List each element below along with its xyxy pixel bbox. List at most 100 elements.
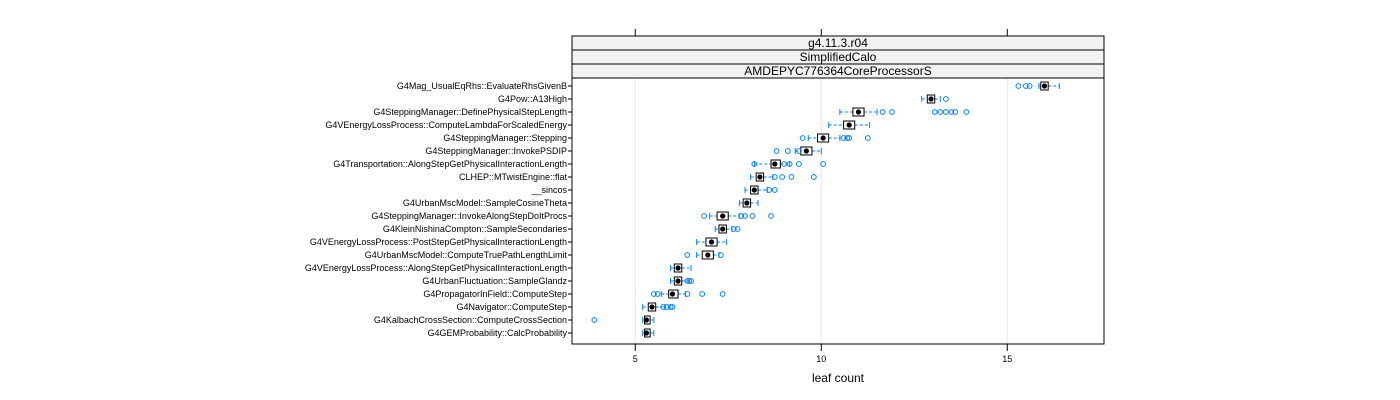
outlier-point [952, 109, 959, 115]
outlier-point [864, 135, 871, 141]
outlier-point [844, 135, 851, 141]
box-group [696, 237, 727, 247]
box-group [750, 172, 817, 182]
x-tick-label: 10 [816, 354, 826, 364]
category-label: G4SteppingManager::InvokePSDIP [425, 146, 567, 156]
outlier-point [701, 213, 707, 219]
outlier-point [1022, 83, 1029, 89]
outlier-point [810, 174, 817, 180]
outlier-point [1015, 83, 1022, 89]
category-label: CLHEP::MTwistEngine::flat [459, 172, 568, 182]
box-group [642, 302, 676, 312]
box-group [650, 289, 726, 299]
outlier-point [773, 148, 780, 154]
outlier-point [784, 148, 791, 154]
outlier-point [660, 304, 667, 310]
outlier-point [937, 109, 944, 115]
box-group [714, 224, 741, 234]
category-label: G4Mag_UsualEqRhs::EvaluateRhsGivenB [397, 81, 567, 91]
box-group [828, 120, 871, 130]
strip-background [571, 63, 1105, 79]
grid-lines [634, 78, 1008, 344]
category-label: G4GEMProbability::CalcProbability [427, 328, 567, 338]
box-group [642, 328, 655, 338]
outlier-point [667, 304, 674, 310]
box-group [839, 107, 970, 117]
box-group [773, 146, 822, 156]
outlier-point [734, 226, 741, 232]
outlier-point [730, 226, 737, 232]
outlier-point [942, 109, 949, 115]
category-label: G4KalbachCrossSection::ComputeCrossSecti… [374, 315, 567, 325]
outlier-point [796, 148, 802, 154]
median-dot [705, 252, 711, 258]
category-label: G4Navigator::ComputeStep [456, 302, 567, 312]
category-label: G4Transportation::AlongStepGetPhysicalIn… [333, 159, 567, 169]
median-dot [649, 304, 655, 310]
outlier-point [796, 161, 802, 167]
median-dot [803, 148, 809, 154]
outlier-point [688, 278, 694, 284]
outlier-point [942, 96, 949, 102]
box-group [799, 133, 871, 143]
outlier-point [846, 135, 853, 141]
y-axis-labels: G4Mag_UsualEqRhs::EvaluateRhsGivenBG4Pow… [305, 81, 572, 338]
outlier-point [779, 174, 786, 180]
median-dot [846, 122, 852, 128]
outlier-point [742, 213, 748, 219]
outlier-point [663, 304, 670, 310]
x-tick-label: 5 [633, 354, 638, 364]
outlier-point [788, 174, 795, 180]
box-group [1015, 81, 1060, 91]
median-dot [675, 278, 681, 284]
x-axis-title: leaf count [812, 371, 865, 385]
outlier-point [751, 161, 758, 167]
category-label: G4VEnergyLossProcess::PostStepGetPhysica… [310, 237, 567, 247]
outlier-point [1026, 83, 1033, 89]
boxes [591, 81, 1060, 338]
outlier-point [889, 109, 895, 115]
box-group [921, 94, 949, 104]
outlier-point [650, 291, 657, 297]
median-dot [675, 265, 681, 271]
category-label: G4UrbanFluctuation::SampleGlandz [422, 276, 567, 286]
median-dot [772, 161, 778, 167]
box-group [744, 185, 778, 195]
median-dot [855, 109, 862, 115]
median-dot [720, 226, 726, 232]
strip-label-benchmark: SimplifiedCalo [800, 50, 877, 64]
box-group [738, 198, 759, 208]
outlier-point [963, 109, 970, 115]
outlier-point [719, 291, 726, 297]
median-dot [1041, 83, 1048, 89]
box-group [591, 315, 655, 325]
outlier-point [654, 291, 661, 297]
outlier-point [699, 291, 706, 297]
outlier-point [799, 135, 806, 141]
strip-label-cpu: AMDEPYC776364CoreProcessorS [744, 64, 931, 78]
outlier-point [684, 291, 691, 297]
box-group [684, 250, 724, 260]
outlier-point [768, 213, 774, 219]
outlier-point [738, 213, 745, 219]
median-dot [669, 291, 676, 297]
category-label: G4VEnergyLossProcess::ComputeLambdaForSc… [325, 120, 567, 130]
category-label: G4SteppingManager::Stepping [443, 133, 567, 143]
x-tick-label: 15 [1002, 354, 1012, 364]
median-dot [757, 174, 763, 180]
outlier-point [786, 161, 793, 167]
category-label: G4SteppingManager::InvokeAlongStepDoItPr… [371, 211, 567, 221]
outlier-point [684, 252, 691, 258]
outlier-point [669, 304, 676, 310]
box-group [751, 159, 827, 169]
outlier-point [820, 161, 827, 167]
category-label: G4VEnergyLossProcess::AlongStepGetPhysic… [305, 263, 567, 273]
category-label: G4KleinNishinaCompton::SampleSecondaries [383, 224, 568, 234]
median-dot [720, 213, 726, 219]
strip-label-version: g4.11.3.r04 [808, 36, 868, 50]
outlier-point [931, 109, 938, 115]
outlier-point [781, 161, 787, 167]
median-dot [643, 330, 650, 336]
outlier-point [749, 213, 756, 219]
x-axis: 5 10 15 [633, 29, 1012, 364]
